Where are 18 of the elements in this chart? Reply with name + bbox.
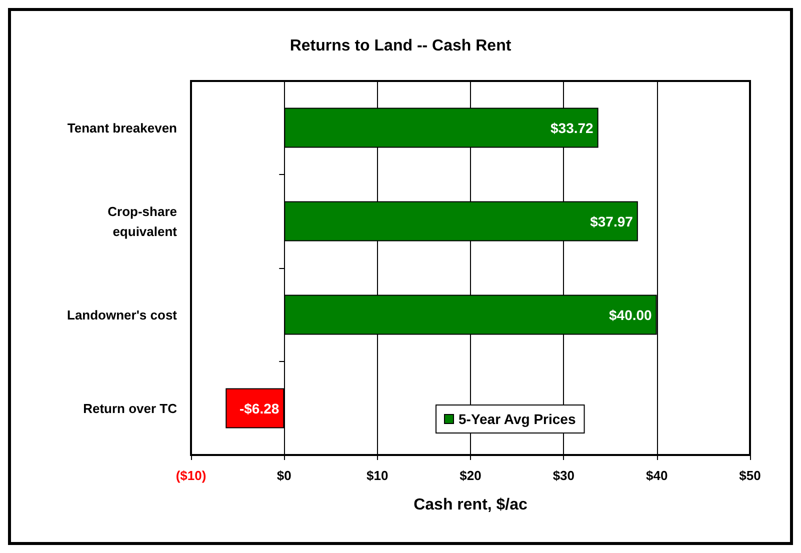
data-label: $37.97 bbox=[590, 213, 634, 230]
legend-label: 5-Year Avg Prices bbox=[458, 411, 576, 427]
x-tick-label: $10 bbox=[366, 468, 388, 483]
data-label: -$6.28 bbox=[239, 400, 280, 416]
x-tick-label: $0 bbox=[276, 468, 292, 483]
x-tick-label: ($10) bbox=[176, 468, 206, 483]
x-axis-title: Cash rent, $/ac bbox=[414, 496, 528, 514]
x-tick-label: $30 bbox=[552, 468, 575, 483]
chart-title: Returns to Land -- Cash Rent bbox=[290, 38, 512, 54]
x-tick-label: $40 bbox=[646, 468, 668, 483]
x-tick-label: $20 bbox=[460, 468, 482, 483]
y-tick-label: Crop-share equivalent bbox=[108, 204, 178, 239]
data-label: $40.00 bbox=[609, 306, 652, 323]
y-tick-label: Landowner's cost bbox=[67, 307, 178, 322]
y-tick-label: Tenant breakeven bbox=[67, 120, 178, 136]
y-tick-label: Return over TC bbox=[83, 400, 178, 416]
x-tick-label: $50 bbox=[739, 468, 761, 483]
data-label: $33.72 bbox=[550, 120, 594, 136]
